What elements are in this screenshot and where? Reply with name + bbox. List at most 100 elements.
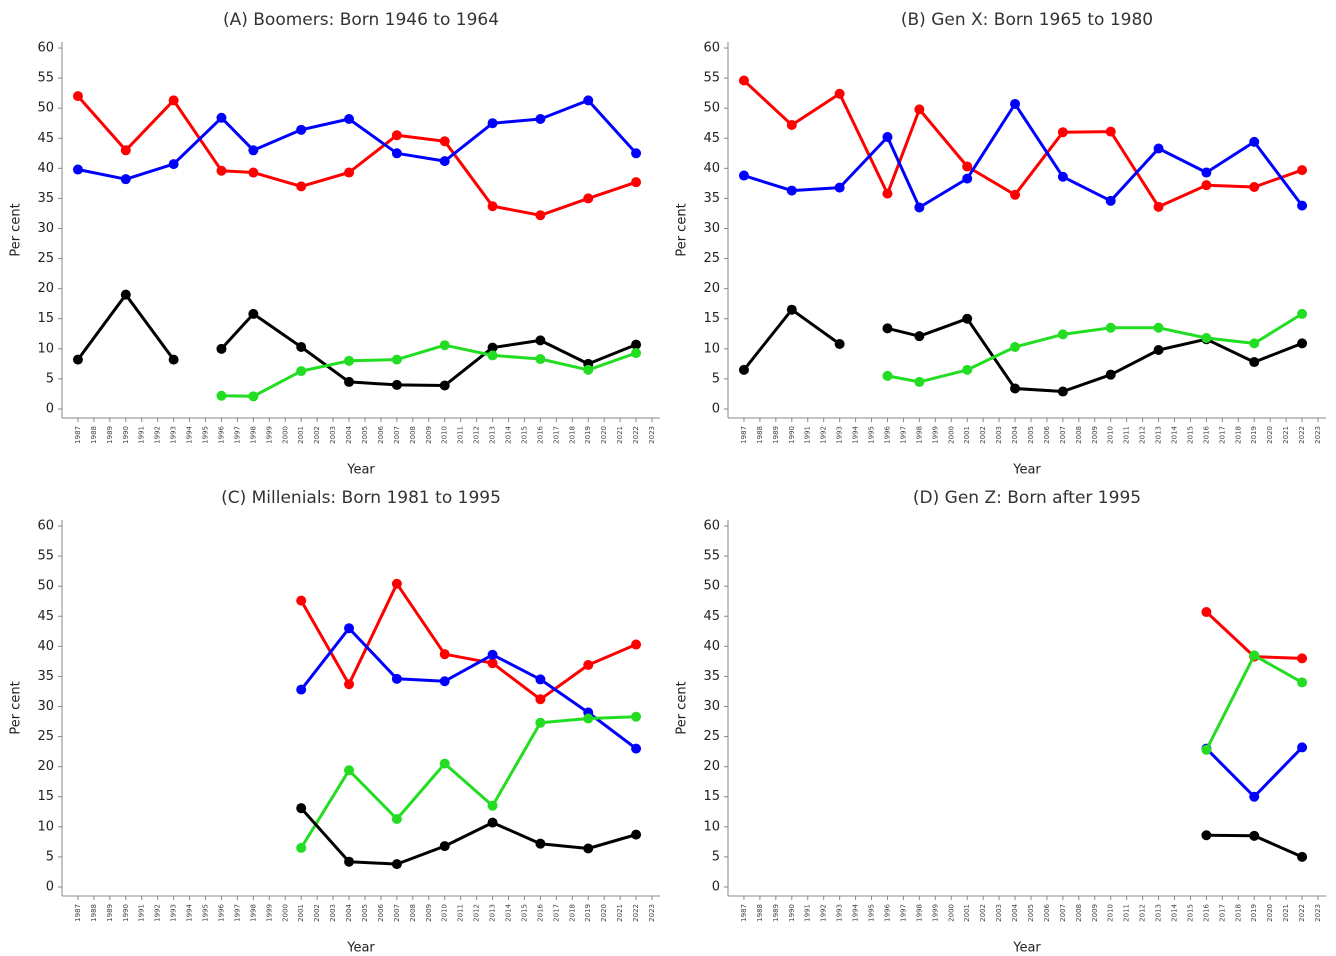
x-tick-label: 2011 [457,426,465,444]
x-tick-label: 2004 [345,425,353,443]
data-point [216,390,227,401]
x-tick-label: 2010 [1107,426,1115,444]
x-tick-label: 1995 [202,904,210,922]
x-tick-label: 1997 [899,426,907,444]
x-tick-label: 1994 [186,425,194,443]
data-point [1249,650,1260,661]
y-tick-label: 15 [37,789,54,804]
data-point [1249,357,1260,368]
x-tick-label: 2005 [361,904,369,922]
x-tick-label: 1999 [931,904,939,922]
x-tick-label: 1994 [186,903,194,921]
data-point [439,758,450,769]
x-tick-label: 2018 [1234,904,1242,922]
series-line [887,317,1303,393]
data-point [962,161,973,172]
y-tick-label: 5 [46,371,54,386]
y-tick-label: 30 [37,699,54,714]
y-tick-label: 10 [703,341,720,356]
x-tick-label: 1989 [106,426,114,444]
x-tick-label: 2018 [568,904,576,922]
x-tick-label: 2002 [313,426,321,444]
data-point [344,856,355,867]
x-tick-label: 1993 [836,904,844,922]
y-tick-label: 5 [46,849,54,864]
x-tick-label: 2006 [377,903,385,921]
data-point [296,342,307,353]
data-point [631,743,642,754]
x-tick-label: 2015 [1186,904,1194,922]
data-point [583,364,594,375]
x-tick-label: 1997 [233,426,241,444]
x-tick-label: 1994 [852,425,860,443]
x-tick-label: 2014 [1171,903,1179,921]
data-point [296,842,307,853]
data-point [1010,383,1021,394]
data-point [296,803,307,814]
data-point [535,838,546,849]
data-point [631,711,642,722]
x-tick-label: 1991 [138,426,146,444]
x-tick-label: 2020 [1266,426,1274,444]
y-tick-label: 50 [703,101,720,116]
x-tick-label: 2015 [520,904,528,922]
data-point [248,391,259,402]
x-tick-label: 1995 [202,426,210,444]
series-line [299,715,637,849]
data-point [1297,165,1308,176]
x-tick-label: 2013 [489,426,497,444]
data-point [439,340,450,351]
data-point [296,181,307,192]
data-point [738,170,749,181]
y-axis-label: Per cent [675,681,690,734]
x-tick-label: 2005 [1027,426,1035,444]
x-tick-label: 2013 [489,904,497,922]
x-tick-label: 1998 [915,904,923,922]
x-tick-label: 1992 [820,904,828,922]
x-tick-label: 1998 [249,426,257,444]
data-point [296,124,307,135]
data-point [834,182,845,193]
y-tick-label: 10 [703,819,720,834]
x-tick-label: 1992 [154,904,162,922]
x-tick-label: 2001 [963,426,971,444]
data-point [168,354,179,365]
data-point [1057,329,1068,340]
x-tick-label: 2002 [979,426,987,444]
x-tick-label: 2021 [616,426,624,444]
data-point [1249,338,1260,349]
y-tick-label: 40 [37,161,54,176]
data-point [1249,136,1260,147]
data-point [439,380,450,391]
x-tick-label: 1991 [804,904,812,922]
x-tick-label: 2023 [1314,426,1322,444]
x-axis-label: Year [1012,463,1041,478]
data-point [344,623,355,634]
x-tick-label: 1997 [233,904,241,922]
data-point [391,813,402,824]
data-point [1201,332,1212,343]
data-point [296,366,307,377]
x-tick-label: 1997 [899,904,907,922]
x-tick-label: 1996 [217,903,225,921]
data-point [583,713,594,724]
data-point [391,354,402,365]
y-tick-label: 55 [703,549,720,564]
data-point [248,308,259,319]
x-tick-label: 1987 [740,426,748,444]
x-tick-label: 2011 [457,904,465,922]
x-tick-label: 1993 [170,426,178,444]
y-tick-label: 5 [712,849,720,864]
x-tick-label: 2008 [409,426,417,444]
x-tick-label: 2023 [648,904,656,922]
chart-title: (A) Boomers: Born 1946 to 1964 [223,10,499,30]
x-axis-label: Year [346,941,375,956]
x-tick-label: 2017 [1218,904,1226,922]
chart-title: (D) Gen Z: Born after 1995 [913,488,1141,508]
x-tick-label: 2023 [648,426,656,444]
x-tick-label: 2015 [1186,426,1194,444]
data-point [391,379,402,390]
x-tick-label: 2006 [1043,903,1051,921]
x-tick-label: 2022 [632,426,640,444]
x-tick-label: 2014 [505,903,513,921]
